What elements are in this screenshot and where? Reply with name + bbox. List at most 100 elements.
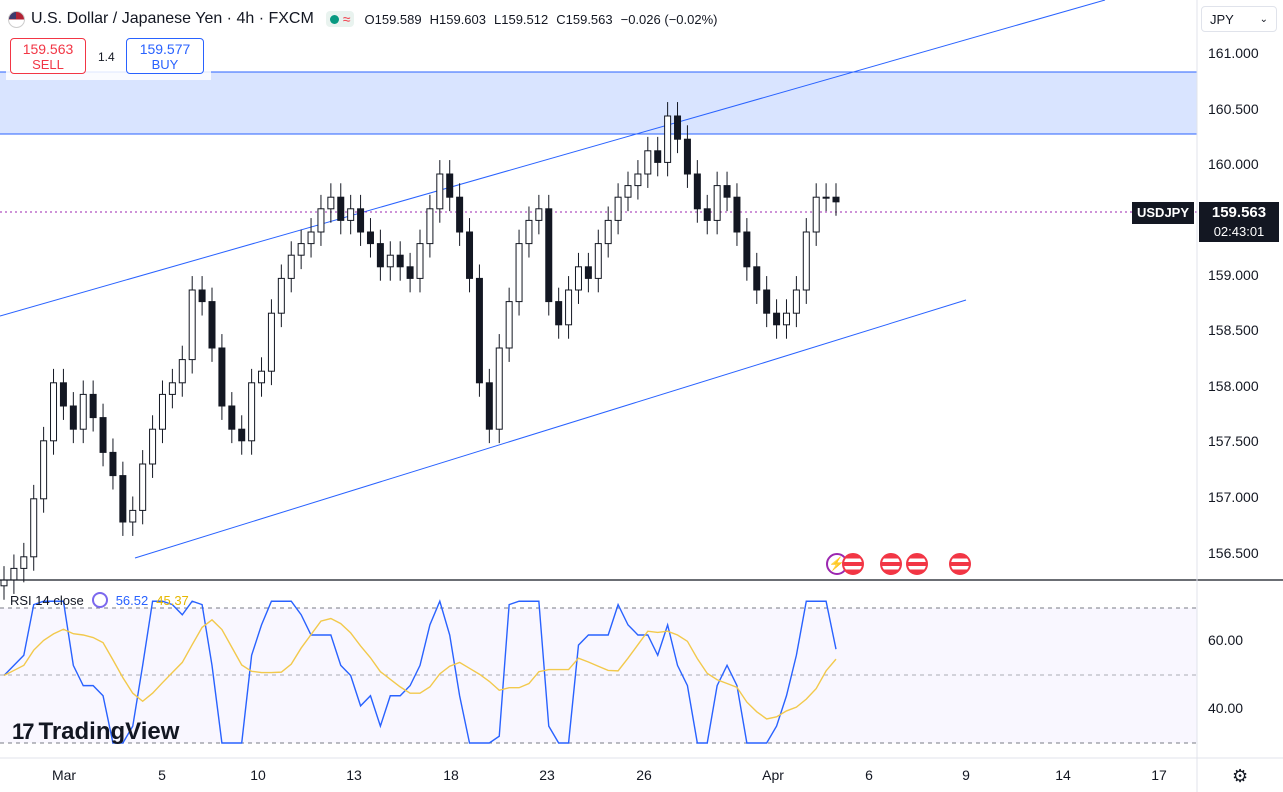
candle-body[interactable] bbox=[683, 138, 691, 175]
candle-body[interactable] bbox=[277, 277, 285, 314]
candle-body[interactable] bbox=[287, 254, 295, 279]
candle-body[interactable] bbox=[634, 173, 642, 187]
candle-body[interactable] bbox=[79, 393, 87, 430]
candle-body[interactable] bbox=[347, 208, 355, 221]
candle-body[interactable] bbox=[535, 208, 543, 221]
candle-body[interactable] bbox=[565, 289, 573, 326]
candle-body[interactable] bbox=[416, 243, 424, 279]
candle-body[interactable] bbox=[485, 382, 493, 430]
candle-body[interactable] bbox=[773, 312, 781, 326]
candle-body[interactable] bbox=[109, 451, 117, 477]
candle-body[interactable] bbox=[357, 208, 365, 233]
candle-body[interactable] bbox=[188, 289, 196, 361]
candle-body[interactable] bbox=[149, 428, 157, 465]
candle-body[interactable] bbox=[505, 301, 513, 349]
candle-body[interactable] bbox=[584, 266, 592, 279]
candle-body[interactable] bbox=[436, 173, 444, 210]
candle-body[interactable] bbox=[20, 556, 28, 569]
candle-body[interactable] bbox=[456, 196, 464, 233]
candle-body[interactable] bbox=[574, 266, 582, 291]
candle-body[interactable] bbox=[495, 347, 503, 430]
candle-body[interactable] bbox=[59, 382, 67, 407]
candle-body[interactable] bbox=[89, 393, 97, 419]
candle-body[interactable] bbox=[0, 579, 8, 587]
candle-body[interactable] bbox=[782, 312, 790, 326]
candle-body[interactable] bbox=[30, 498, 38, 558]
candle-body[interactable] bbox=[238, 428, 246, 442]
candle-body[interactable] bbox=[119, 475, 127, 523]
candle-body[interactable] bbox=[307, 231, 315, 245]
candle-body[interactable] bbox=[664, 115, 672, 163]
candle-body[interactable] bbox=[248, 382, 256, 442]
candle-body[interactable] bbox=[654, 150, 662, 163]
market-status[interactable]: ≈ bbox=[325, 11, 355, 27]
symbol-title[interactable]: U.S. Dollar / Japanese Yen · 4h · FXCM bbox=[31, 10, 314, 27]
candle-body[interactable] bbox=[139, 463, 147, 511]
candle-body[interactable] bbox=[228, 405, 236, 430]
candle-body[interactable] bbox=[297, 243, 305, 256]
candle-body[interactable] bbox=[832, 196, 840, 203]
candle-body[interactable] bbox=[50, 382, 58, 442]
candle-body[interactable] bbox=[693, 173, 701, 210]
candle-body[interactable] bbox=[337, 196, 345, 221]
candle-body[interactable] bbox=[703, 208, 711, 221]
candle-body[interactable] bbox=[515, 243, 523, 303]
candle-body[interactable] bbox=[168, 382, 176, 395]
candle-body[interactable] bbox=[753, 266, 761, 291]
candle-body[interactable] bbox=[446, 173, 454, 198]
candle-body[interactable] bbox=[466, 231, 474, 279]
candle-body[interactable] bbox=[406, 266, 414, 279]
candle-body[interactable] bbox=[525, 219, 533, 245]
sell-button[interactable]: 159.563 SELL bbox=[10, 38, 86, 74]
candle-body[interactable] bbox=[674, 115, 682, 140]
us-event-flag-icon[interactable] bbox=[949, 553, 971, 575]
tradingview-logo[interactable]: 17 TradingView bbox=[12, 718, 179, 746]
candle-body[interactable] bbox=[624, 185, 632, 198]
candle-body[interactable] bbox=[475, 277, 483, 384]
rsi-legend[interactable]: RSI 14 close 56.52 45.37 bbox=[10, 592, 189, 608]
candle-body[interactable] bbox=[10, 567, 18, 581]
candle-body[interactable] bbox=[69, 405, 77, 430]
us-event-flag-icon[interactable] bbox=[842, 553, 864, 575]
rsi-indicator-icon[interactable] bbox=[91, 592, 108, 608]
candle-body[interactable] bbox=[614, 196, 622, 221]
candle-body[interactable] bbox=[723, 185, 731, 198]
candle-body[interactable] bbox=[812, 196, 820, 233]
us-event-flag-icon[interactable] bbox=[880, 553, 902, 575]
candle-body[interactable] bbox=[792, 289, 800, 314]
candle-body[interactable] bbox=[366, 231, 374, 245]
candle-body[interactable] bbox=[198, 289, 206, 303]
candle-body[interactable] bbox=[594, 243, 602, 279]
channel-upper-line[interactable] bbox=[0, 0, 1106, 317]
candle-body[interactable] bbox=[327, 196, 335, 210]
buy-button[interactable]: 159.577 BUY bbox=[126, 38, 204, 74]
settings-gear-icon[interactable]: ⚙ bbox=[1232, 766, 1249, 786]
resistance-zone[interactable] bbox=[0, 72, 1197, 134]
candle-body[interactable] bbox=[713, 185, 721, 221]
candle-body[interactable] bbox=[822, 196, 830, 199]
candle-body[interactable] bbox=[376, 243, 384, 268]
candle-body[interactable] bbox=[644, 150, 652, 175]
candle-body[interactable] bbox=[178, 359, 186, 384]
candle-body[interactable] bbox=[218, 347, 226, 407]
us-event-flag-icon[interactable] bbox=[906, 553, 928, 575]
candle-body[interactable] bbox=[763, 289, 771, 314]
candle-body[interactable] bbox=[396, 254, 404, 268]
candle-body[interactable] bbox=[208, 301, 216, 349]
candle-body[interactable] bbox=[129, 509, 137, 523]
candle-body[interactable] bbox=[258, 370, 266, 384]
candle-body[interactable] bbox=[99, 417, 107, 453]
candle-body[interactable] bbox=[743, 231, 751, 268]
symbol-header[interactable]: U.S. Dollar / Japanese Yen · 4h · FXCM ≈… bbox=[8, 8, 717, 30]
candle-body[interactable] bbox=[267, 312, 275, 372]
candle-body[interactable] bbox=[802, 231, 810, 291]
candle-body[interactable] bbox=[545, 208, 553, 303]
candle-body[interactable] bbox=[733, 196, 741, 233]
candle-body[interactable] bbox=[555, 301, 563, 326]
candle-body[interactable] bbox=[426, 208, 434, 245]
candle-body[interactable] bbox=[386, 254, 394, 268]
candle-body[interactable] bbox=[317, 208, 325, 233]
channel-lower-line[interactable] bbox=[134, 299, 967, 559]
candle-body[interactable] bbox=[40, 440, 48, 500]
